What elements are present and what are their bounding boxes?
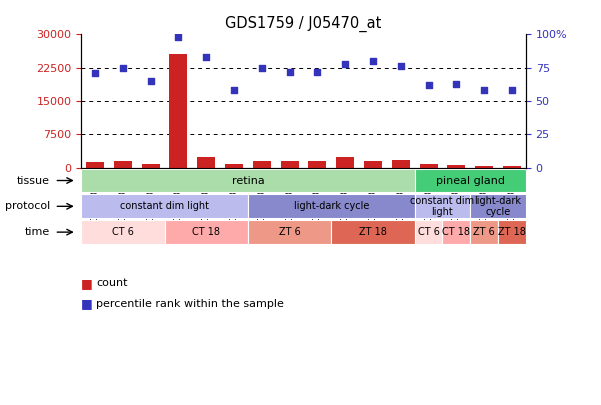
- Text: CT 18: CT 18: [442, 227, 471, 237]
- Bar: [165, 220, 248, 244]
- Point: [480, 87, 489, 94]
- Text: ZT 6: ZT 6: [279, 227, 300, 237]
- Text: retina: retina: [231, 175, 264, 185]
- Text: protocol: protocol: [5, 201, 50, 211]
- Text: ZT 18: ZT 18: [359, 227, 387, 237]
- Point: [174, 34, 183, 40]
- Text: light-dark
cycle: light-dark cycle: [475, 196, 522, 217]
- Bar: [81, 220, 165, 244]
- Title: GDS1759 / J05470_at: GDS1759 / J05470_at: [225, 15, 382, 32]
- Text: time: time: [25, 227, 50, 237]
- Bar: [169, 54, 188, 168]
- Text: ZT 6: ZT 6: [474, 227, 495, 237]
- Bar: [415, 168, 526, 192]
- Bar: [81, 168, 415, 192]
- Text: constant dim light: constant dim light: [120, 201, 209, 211]
- Text: light-dark cycle: light-dark cycle: [294, 201, 369, 211]
- Bar: [503, 166, 521, 168]
- Bar: [392, 160, 410, 168]
- Bar: [86, 162, 104, 168]
- Bar: [308, 162, 326, 168]
- Point: [340, 60, 350, 67]
- Bar: [197, 156, 215, 168]
- Bar: [81, 194, 248, 218]
- Text: tissue: tissue: [17, 175, 50, 185]
- Text: CT 18: CT 18: [192, 227, 220, 237]
- Point: [285, 68, 294, 75]
- Text: ■: ■: [81, 277, 97, 290]
- Bar: [225, 164, 243, 168]
- Point: [424, 82, 433, 88]
- Text: constant dim
light: constant dim light: [410, 196, 475, 217]
- Point: [201, 54, 211, 60]
- Bar: [447, 165, 465, 168]
- Point: [257, 64, 267, 71]
- Point: [146, 78, 156, 84]
- Text: ZT 18: ZT 18: [498, 227, 526, 237]
- Point: [90, 70, 100, 76]
- Point: [118, 64, 127, 71]
- Text: CT 6: CT 6: [418, 227, 439, 237]
- Bar: [364, 160, 382, 168]
- Bar: [498, 220, 526, 244]
- Text: ■: ■: [81, 297, 97, 310]
- Bar: [248, 194, 415, 218]
- Text: count: count: [96, 279, 127, 288]
- Bar: [248, 220, 331, 244]
- Bar: [114, 162, 132, 168]
- Bar: [142, 164, 160, 168]
- Bar: [253, 161, 271, 168]
- Text: CT 6: CT 6: [112, 227, 134, 237]
- Point: [451, 81, 461, 87]
- Bar: [419, 164, 438, 168]
- Text: percentile rank within the sample: percentile rank within the sample: [96, 299, 284, 309]
- Bar: [336, 157, 354, 168]
- Text: pineal gland: pineal gland: [436, 175, 505, 185]
- Bar: [331, 220, 415, 244]
- Bar: [471, 220, 498, 244]
- Bar: [281, 162, 299, 168]
- Bar: [442, 220, 470, 244]
- Bar: [471, 194, 526, 218]
- Point: [396, 63, 406, 70]
- Point: [229, 87, 239, 94]
- Bar: [415, 194, 471, 218]
- Bar: [475, 166, 493, 168]
- Point: [507, 87, 517, 94]
- Bar: [415, 220, 442, 244]
- Point: [368, 58, 378, 64]
- Point: [313, 68, 322, 75]
